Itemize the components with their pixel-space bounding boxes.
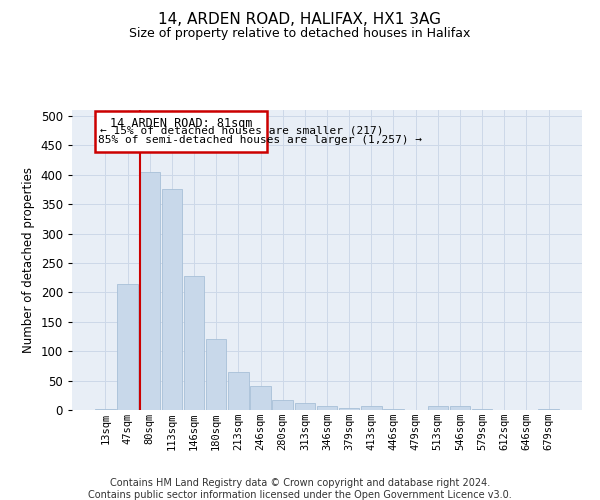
Bar (250, 386, 271, 410)
Bar (228, 372, 248, 410)
Text: 14, ARDEN ROAD, HALIFAX, HX1 3AG: 14, ARDEN ROAD, HALIFAX, HX1 3AG (158, 12, 442, 28)
Bar (339, 408, 359, 410)
Bar (95, 409, 116, 410)
Bar (538, 409, 559, 410)
Bar (383, 409, 404, 410)
Bar (161, 190, 182, 410)
Bar (184, 276, 204, 410)
Bar (361, 406, 382, 410)
Text: Contains HM Land Registry data © Crown copyright and database right 2024.: Contains HM Land Registry data © Crown c… (110, 478, 490, 488)
Bar (317, 406, 337, 410)
Text: 14 ARDEN ROAD: 81sqm: 14 ARDEN ROAD: 81sqm (110, 117, 253, 130)
Text: Size of property relative to detached houses in Halifax: Size of property relative to detached ho… (130, 28, 470, 40)
Bar (140, 172, 160, 410)
Text: 85% of semi-detached houses are larger (1,257) →: 85% of semi-detached houses are larger (… (98, 134, 422, 144)
Text: Contains public sector information licensed under the Open Government Licence v3: Contains public sector information licen… (88, 490, 512, 500)
Bar (295, 403, 315, 410)
Y-axis label: Number of detached properties: Number of detached properties (22, 167, 35, 353)
Bar (428, 406, 448, 410)
Bar (206, 340, 226, 410)
Bar (450, 406, 470, 410)
Bar (118, 284, 138, 410)
Text: ← 15% of detached houses are smaller (217): ← 15% of detached houses are smaller (21… (100, 126, 383, 136)
Bar (95, 111, 267, 152)
Bar (272, 400, 293, 410)
